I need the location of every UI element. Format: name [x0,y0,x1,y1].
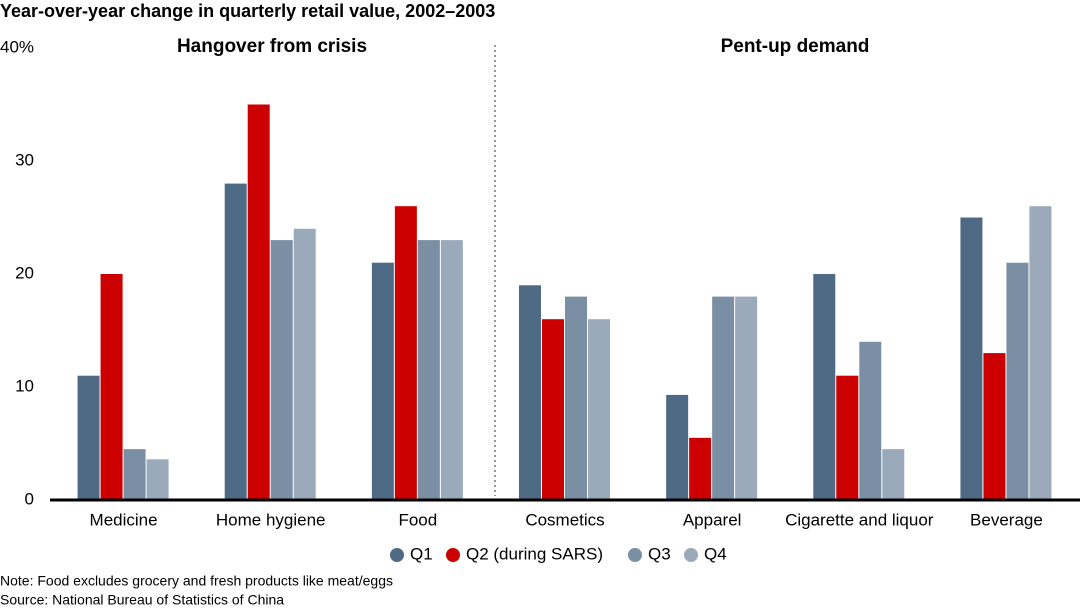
source: Source: National Bureau of Statistics of… [0,592,284,608]
legend-label: Q3 [648,544,671,563]
section-label: Pent-up demand [721,36,870,57]
x-tick-label: Food [398,510,437,529]
bar [270,240,293,500]
bar [836,375,859,500]
bar [1006,262,1029,500]
y-tick-label: 10 [15,376,34,395]
y-tick-label: 30 [15,150,34,169]
bar [440,240,463,500]
x-tick-label: Cigarette and liquor [785,510,934,529]
y-tick-label: 20 [15,263,34,282]
y-tick-label: 40% [0,37,34,56]
legend-marker [390,548,404,562]
x-tick-label: Apparel [683,510,742,529]
bar [417,240,440,500]
bar [666,394,689,500]
bar [293,228,316,501]
bar [813,274,836,500]
bar [983,353,1006,500]
section-label: Hangover from crisis [177,36,367,57]
legend-label: Q2 (during SARS) [466,544,603,563]
bar [123,449,146,500]
bar [542,319,564,500]
bar [146,459,169,500]
bar [519,285,541,500]
bar [712,296,735,500]
y-tick-label: 0 [25,489,34,508]
bar [100,274,123,500]
bar [394,206,417,500]
legend-marker [684,548,698,562]
bar [689,437,712,500]
bar [247,104,270,500]
legend-label: Q4 [704,544,727,563]
x-tick-label: Cosmetics [525,510,604,529]
legend-label: Q1 [410,544,433,563]
x-tick-label: Medicine [90,510,158,529]
x-tick-label: Beverage [970,510,1043,529]
bar [565,296,587,500]
bar [77,375,100,500]
legend-marker [628,548,642,562]
bar [735,296,758,500]
bar [882,449,905,500]
x-tick-label: Home hygiene [216,510,326,529]
bar [859,341,882,500]
note: Note: Food excludes grocery and fresh pr… [0,573,393,589]
bar [224,183,247,500]
bar [371,262,394,500]
legend-marker [446,548,460,562]
chart-title: Year-over-year change in quarterly retai… [0,1,495,21]
bar [960,217,983,500]
bar [1029,206,1052,500]
bar [588,319,610,500]
